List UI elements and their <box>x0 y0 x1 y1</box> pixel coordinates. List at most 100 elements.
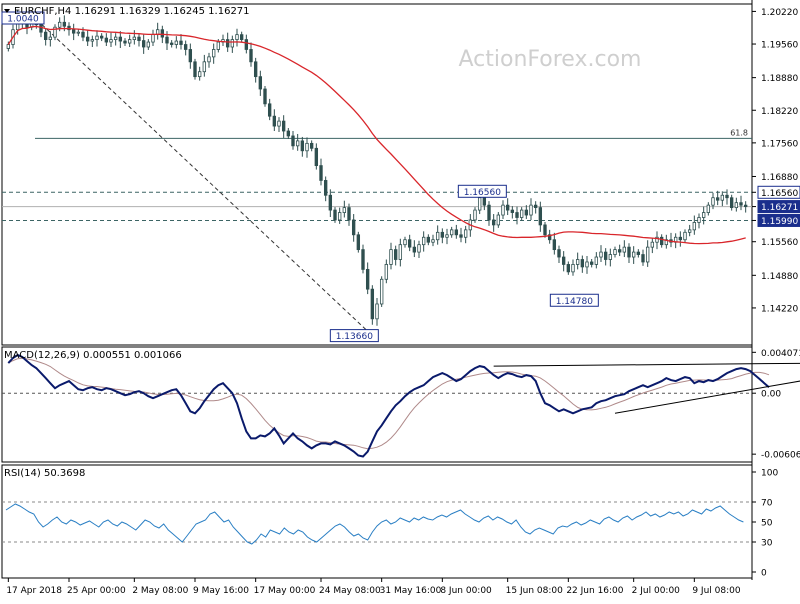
x-tick-label: 8 Jun 00:00 <box>440 586 492 596</box>
candle <box>412 240 417 258</box>
candle-body <box>477 197 482 211</box>
y-tick-label: 50 <box>761 519 773 529</box>
candle <box>295 133 300 151</box>
candle-body <box>193 61 197 78</box>
candle-body <box>473 209 477 221</box>
main-header: EURCHF,H4 1.16291 1.16329 1.16245 1.1627… <box>4 6 250 17</box>
candle-body <box>580 259 585 268</box>
candle <box>118 31 123 48</box>
x-tick-label: 25 Apr 00:00 <box>67 586 126 596</box>
candle <box>636 249 641 258</box>
y-tick-label: 1.20220 <box>761 8 798 18</box>
candle <box>104 33 109 47</box>
candle-body <box>510 209 515 213</box>
candle <box>487 201 491 226</box>
candle-body <box>711 197 715 206</box>
falling-trendline <box>31 14 373 336</box>
candle-body <box>482 197 487 206</box>
candle <box>729 194 734 211</box>
candle <box>197 66 202 81</box>
candle <box>645 240 650 267</box>
candle <box>407 234 412 252</box>
candle <box>137 33 141 47</box>
x-tick-label: 2 May 08:00 <box>132 586 188 596</box>
y-tick-label: 1.19560 <box>761 41 798 51</box>
candle <box>463 225 468 244</box>
candle-body <box>641 254 645 263</box>
candle <box>669 232 673 248</box>
candle <box>305 137 309 158</box>
candle-body <box>127 39 132 44</box>
candle-body <box>76 31 81 34</box>
candle <box>473 207 477 223</box>
candle <box>459 227 463 243</box>
candle-body <box>389 249 393 265</box>
candle-body <box>538 207 543 226</box>
candle <box>211 43 216 64</box>
candle-body <box>81 31 85 38</box>
candle-body <box>655 236 659 243</box>
candle-body <box>258 76 263 90</box>
time-axis: 17 Apr 2018 25 Apr 00:00 2 May 08:00 9 May … <box>6 578 741 596</box>
candle-body <box>599 251 603 258</box>
candle-body <box>365 268 370 290</box>
candle <box>71 23 76 41</box>
candle <box>445 228 449 245</box>
candle-body <box>319 165 323 181</box>
candle-body <box>43 31 48 40</box>
candle-body <box>379 278 384 305</box>
candle-body <box>524 209 529 216</box>
candle-body <box>519 209 524 218</box>
candle-body <box>277 120 281 127</box>
candle-body <box>309 142 314 149</box>
rsi-header-text: RSI(14) 50.3698 <box>4 468 85 479</box>
candle <box>53 24 57 41</box>
candle <box>641 249 645 266</box>
candle-body <box>547 234 552 241</box>
candle <box>351 214 356 242</box>
candle <box>258 70 263 96</box>
y-tick-label: 100 <box>761 469 778 479</box>
candle <box>370 285 375 325</box>
candle <box>188 43 193 69</box>
candle <box>221 34 225 47</box>
x-tick-label: 17 May 00:00 <box>254 586 316 596</box>
candle <box>393 245 398 266</box>
candle-body <box>463 229 468 238</box>
candle <box>711 192 715 210</box>
candle <box>379 276 384 307</box>
candle <box>673 233 678 249</box>
candle-body <box>426 236 431 243</box>
rsi-panel: 100 70 50 30 0 <box>2 469 778 579</box>
candle <box>230 35 235 53</box>
candle-body <box>141 40 146 48</box>
candle <box>109 32 113 47</box>
candle <box>90 35 95 47</box>
candle-body <box>291 135 295 147</box>
candle-body <box>211 49 216 58</box>
candle-body <box>230 39 235 48</box>
collapse-triangle-icon[interactable] <box>4 9 10 13</box>
candle <box>552 232 557 255</box>
candle-body <box>118 36 123 42</box>
candle <box>701 206 706 225</box>
candle-body <box>300 140 305 152</box>
candle <box>421 231 426 252</box>
candle-body <box>552 239 557 251</box>
candle <box>543 221 547 238</box>
annotation-box <box>457 184 507 198</box>
candle <box>631 246 636 264</box>
candle <box>529 198 533 220</box>
candle-body <box>137 36 141 41</box>
candle <box>183 40 188 56</box>
candle <box>235 28 239 47</box>
candle-body <box>160 29 165 38</box>
candle <box>664 234 669 249</box>
candle <box>132 30 137 45</box>
candle <box>720 191 725 207</box>
y-tick-label: 1.18220 <box>761 107 798 117</box>
price-annotation: 1.16560 <box>457 184 507 198</box>
candle <box>622 240 627 258</box>
y-tick-label: 1.16271 <box>761 203 798 213</box>
candle-body <box>631 251 636 258</box>
